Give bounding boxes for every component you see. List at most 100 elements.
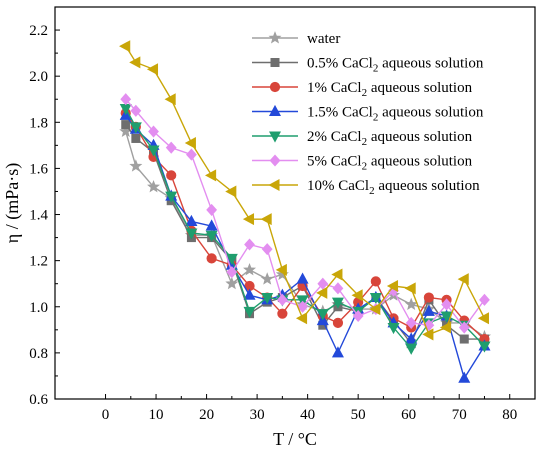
data-point xyxy=(296,272,309,284)
data-point xyxy=(119,40,131,53)
data-point xyxy=(225,185,237,198)
legend-label: 1% CaCl2 aqueous solution xyxy=(307,80,473,99)
data-point xyxy=(331,346,344,358)
data-point xyxy=(352,309,364,323)
legend-label: 1.5% CaCl2 aqueous solution xyxy=(307,105,484,124)
data-point xyxy=(204,169,217,182)
data-point xyxy=(205,230,218,242)
data-point xyxy=(423,292,434,303)
data-point xyxy=(185,228,198,240)
x-axis-title: T / °C xyxy=(273,429,317,449)
data-point xyxy=(317,277,329,290)
data-point xyxy=(332,317,344,329)
legend-entry: water xyxy=(252,31,340,47)
data-point xyxy=(130,104,142,117)
data-point xyxy=(370,276,381,287)
data-point xyxy=(146,63,159,76)
data-point xyxy=(243,288,256,300)
data-point xyxy=(387,323,400,335)
data-point xyxy=(165,191,178,203)
x-tick-label: 50 xyxy=(351,407,366,423)
data-point xyxy=(184,137,196,150)
data-point xyxy=(422,328,434,341)
legend-entry: 2% CaCl2 aqueous solution xyxy=(252,129,473,148)
data-point xyxy=(405,343,418,355)
data-point xyxy=(458,321,470,334)
data-point xyxy=(165,141,177,154)
legend-marker xyxy=(269,154,281,167)
data-point xyxy=(205,219,218,231)
x-tick-label: 30 xyxy=(250,407,265,423)
data-point xyxy=(244,238,255,251)
legend-marker xyxy=(269,81,281,93)
y-tick-label: 2.0 xyxy=(29,69,48,85)
legend-entry: 1.5% CaCl2 aqueous solution xyxy=(252,105,484,124)
data-point xyxy=(225,253,238,265)
plot-frame xyxy=(54,6,536,400)
data-point xyxy=(405,332,418,344)
data-point xyxy=(277,308,288,319)
data-point xyxy=(316,309,329,321)
x-tick-label: 80 xyxy=(502,407,517,423)
y-axis-title: η / (mPa·s) xyxy=(2,163,23,243)
data-point xyxy=(404,297,418,310)
data-point xyxy=(457,273,469,286)
legend-label: 10% CaCl2 aqueous solution xyxy=(307,178,480,197)
legend-label: 2% CaCl2 aqueous solution xyxy=(307,129,473,148)
legend-entry: 0.5% CaCl2 aqueous solution xyxy=(252,56,484,75)
y-tick-label: 0.6 xyxy=(29,392,48,408)
data-point xyxy=(260,213,272,226)
data-point xyxy=(186,148,197,161)
data-point xyxy=(477,312,489,325)
y-tick-label: 1.6 xyxy=(29,161,48,177)
series-layer xyxy=(119,40,491,383)
data-point xyxy=(297,300,308,313)
series-3 xyxy=(119,108,491,383)
data-point xyxy=(332,282,344,295)
series-4 xyxy=(119,103,491,355)
x-tick-label: 70 xyxy=(452,407,467,423)
legend-entry: 5% CaCl2 aqueous solution xyxy=(252,154,473,173)
data-point xyxy=(459,334,469,344)
legend-marker xyxy=(268,104,282,116)
data-point xyxy=(478,341,491,353)
data-point xyxy=(129,122,142,134)
y-tick-label: 0.8 xyxy=(29,346,48,362)
x-tick-label: 20 xyxy=(199,407,214,423)
y-tick-label: 2.2 xyxy=(29,23,48,39)
series-5 xyxy=(120,93,490,334)
data-point xyxy=(129,56,141,69)
x-tick-label: 0 xyxy=(102,407,110,423)
data-point xyxy=(166,170,177,181)
data-point xyxy=(316,286,328,299)
data-point xyxy=(331,297,344,309)
data-point xyxy=(243,306,256,319)
data-point xyxy=(148,125,159,138)
data-point xyxy=(261,293,274,305)
data-point xyxy=(261,243,273,256)
x-tick-label: 40 xyxy=(300,407,315,423)
data-point xyxy=(121,120,131,130)
legend-label: water xyxy=(307,31,340,47)
legend-entry: 10% CaCl2 aqueous solution xyxy=(252,178,480,197)
data-point xyxy=(405,316,417,329)
legend-marker xyxy=(268,131,282,143)
data-point xyxy=(351,289,363,302)
legend-entry: 1% CaCl2 aqueous solution xyxy=(252,80,473,99)
data-point xyxy=(242,213,255,226)
data-point xyxy=(147,180,161,193)
data-point xyxy=(206,203,218,216)
data-point xyxy=(275,263,287,276)
axis-ticks: 0 10 20 30 40 50 60 70 80 0.6 0.8 1.0 1.2 1.4 1.6 1.8 2.… xyxy=(29,23,517,423)
y-tick-label: 1.8 xyxy=(29,115,48,131)
data-point xyxy=(439,321,452,334)
legend-label: 0.5% CaCl2 aqueous solution xyxy=(307,56,484,75)
data-point xyxy=(440,311,453,323)
data-point xyxy=(369,293,382,305)
data-point xyxy=(458,371,471,383)
data-point xyxy=(441,298,452,311)
x-tick-label: 60 xyxy=(401,407,416,423)
data-point xyxy=(226,266,238,279)
data-point xyxy=(386,280,399,293)
